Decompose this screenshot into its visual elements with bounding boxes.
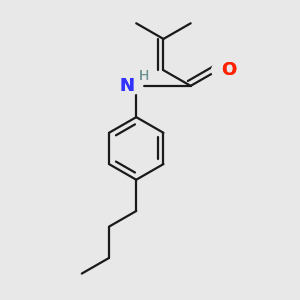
Text: H: H [139, 69, 149, 83]
Text: N: N [120, 77, 135, 95]
Text: H: H [139, 69, 149, 83]
Text: O: O [221, 61, 236, 79]
Text: O: O [221, 61, 236, 79]
Text: N: N [120, 77, 135, 95]
Circle shape [127, 78, 142, 94]
Circle shape [212, 62, 227, 78]
